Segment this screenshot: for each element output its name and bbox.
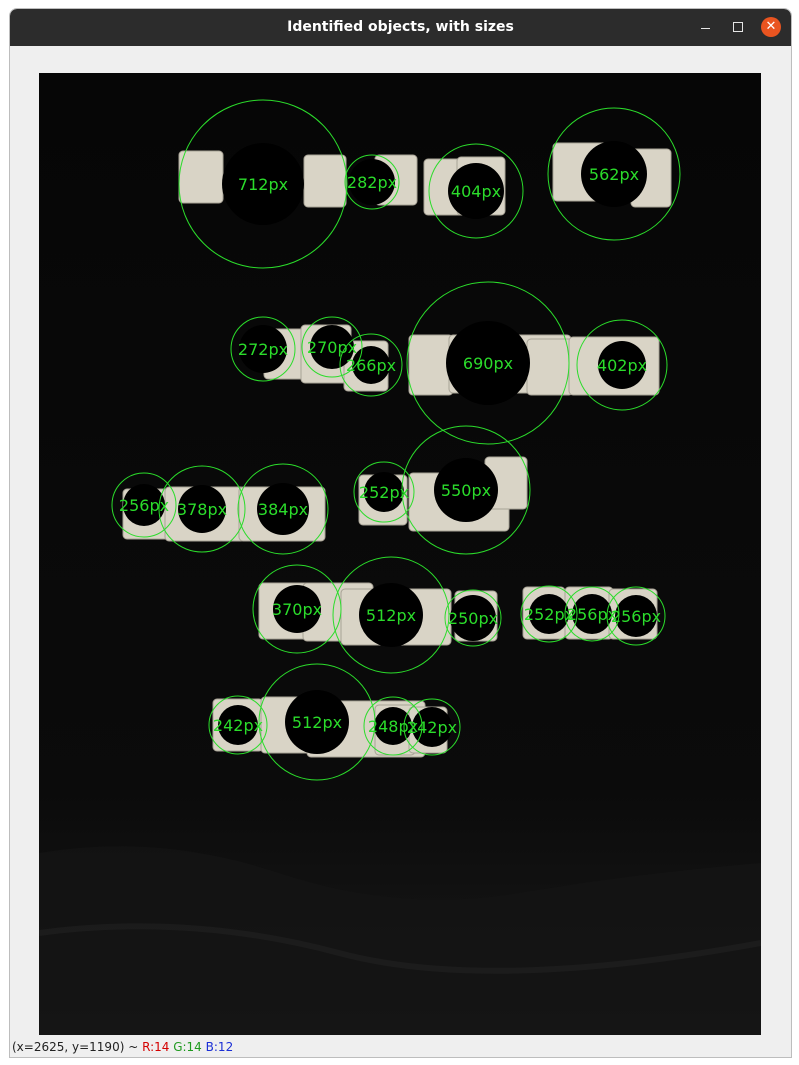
circles-layer: [111, 99, 681, 781]
object-size-label: 370px: [272, 600, 322, 619]
maximize-icon: [733, 21, 743, 32]
object-bounding-circle: [237, 463, 329, 555]
object-bounding-circle: [547, 107, 681, 241]
object-size-label: 270px: [307, 338, 357, 357]
object-bounding-circle: [401, 425, 531, 555]
object-centroid: [310, 325, 354, 369]
object-centroid: [285, 690, 349, 754]
object-centroid: [446, 321, 530, 405]
object-size-label: 550px: [441, 481, 491, 500]
object-bounding-circle: [363, 696, 423, 756]
object-centroid: [364, 472, 404, 512]
object-size-label: 242px: [213, 716, 263, 735]
object-bounding-circle: [178, 99, 348, 269]
pixel-green: G:14: [173, 1040, 202, 1054]
object-bounding-circle: [406, 281, 570, 445]
object-bounding-circle: [606, 586, 666, 646]
object-size-label: 712px: [238, 175, 288, 194]
object-centroid: [273, 585, 321, 633]
object-bounding-circle: [230, 316, 296, 382]
pixel-red: R:14: [142, 1040, 170, 1054]
app-window: Identified objects, with sizes ✕: [9, 8, 792, 1058]
object-centroid: [178, 485, 226, 533]
object-size-label: 242px: [407, 718, 457, 737]
object-centroid: [598, 341, 646, 389]
title-bar[interactable]: Identified objects, with sizes ✕: [10, 9, 791, 46]
cursor-coordinates: (x=2625, y=1190) ~: [12, 1040, 139, 1054]
object-size-label: 250px: [448, 609, 498, 628]
object-size-label: 248px: [368, 717, 418, 736]
object-bounding-circle: [353, 461, 415, 523]
object-centroid: [529, 594, 569, 634]
minimize-icon: [700, 27, 710, 30]
object-bounding-circle: [332, 556, 450, 674]
object-centroid: [448, 163, 504, 219]
object-bounding-circle: [444, 589, 502, 647]
object-bounding-circle: [158, 465, 246, 553]
object-size-label: 252px: [359, 483, 409, 502]
pixel-blue: B:12: [205, 1040, 234, 1054]
object-centroid: [239, 325, 287, 373]
object-bounding-circle: [111, 472, 177, 538]
object-bounding-circle: [339, 333, 403, 397]
object-size-label: 256px: [567, 605, 617, 624]
object-bounding-circle: [428, 143, 524, 239]
object-size-label: 404px: [451, 182, 501, 201]
close-icon: ✕: [765, 19, 777, 34]
object-bounding-circle: [258, 663, 376, 781]
object-size-label: 562px: [589, 165, 639, 184]
status-bar: (x=2625, y=1190) ~ R:14 G:14 B:12: [12, 1039, 233, 1055]
object-centroid: [374, 707, 412, 745]
object-centroid: [222, 143, 304, 225]
object-bounding-circle: [564, 586, 620, 642]
close-button[interactable]: ✕: [761, 17, 781, 37]
object-bounding-circle: [252, 564, 342, 654]
rummikub-tile: [178, 150, 224, 204]
object-centroid: [359, 583, 423, 647]
maximize-button[interactable]: [728, 17, 748, 37]
rummikub-tile: [526, 338, 574, 396]
object-size-label: 266px: [346, 356, 396, 375]
object-size-label: 256px: [119, 496, 169, 515]
object-bounding-circle: [301, 316, 363, 378]
object-centroid: [572, 594, 612, 634]
centroid-layer: [123, 141, 657, 754]
object-bounding-circle: [344, 154, 400, 210]
object-centroid: [581, 141, 647, 207]
object-centroid: [123, 484, 165, 526]
object-size-label: 512px: [292, 713, 342, 732]
object-bounding-circle: [576, 319, 668, 411]
object-size-label: 256px: [611, 607, 661, 626]
object-size-label: 384px: [258, 500, 308, 519]
object-centroid: [412, 707, 452, 747]
object-centroid: [257, 483, 309, 535]
object-size-label: 512px: [366, 606, 416, 625]
window-title: Identified objects, with sizes: [287, 19, 514, 35]
object-centroid: [434, 458, 498, 522]
object-centroid: [450, 595, 496, 641]
object-size-label: 252px: [524, 605, 574, 624]
object-size-label: 282px: [347, 173, 397, 192]
cloth-fold-line: [39, 923, 761, 974]
object-size-label: 402px: [597, 356, 647, 375]
object-size-label: 690px: [463, 354, 513, 373]
object-bounding-circle: [208, 695, 268, 755]
object-centroid: [218, 705, 258, 745]
object-centroid: [352, 346, 390, 384]
image-canvas[interactable]: 712px 282px 404px 562px 272px 270px 266px 690px…: [39, 73, 761, 1035]
object-bounding-circle: [520, 585, 578, 643]
object-centroid: [615, 595, 657, 637]
object-centroid: [349, 159, 395, 205]
cloth-fold: [39, 846, 761, 1035]
rummikub-tile: [303, 154, 347, 208]
object-size-label: 378px: [177, 500, 227, 519]
minimize-button[interactable]: [695, 17, 715, 37]
object-size-label: 272px: [238, 340, 288, 359]
object-bounding-circle: [403, 698, 461, 756]
